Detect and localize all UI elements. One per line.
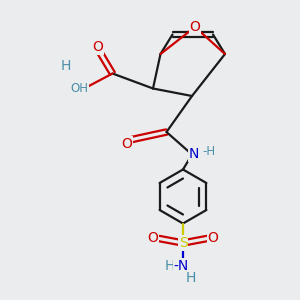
Text: S: S xyxy=(178,236,188,250)
Text: O: O xyxy=(148,232,158,245)
Text: O: O xyxy=(208,232,218,245)
Text: OH: OH xyxy=(70,82,88,95)
Text: H: H xyxy=(60,59,70,73)
Text: O: O xyxy=(92,40,103,54)
Text: H: H xyxy=(164,259,175,273)
Text: -N: -N xyxy=(174,259,189,273)
Text: H: H xyxy=(185,271,196,285)
Text: O: O xyxy=(190,20,200,34)
Text: -H: -H xyxy=(202,145,215,158)
Text: O: O xyxy=(121,137,132,151)
Text: N: N xyxy=(188,148,199,161)
